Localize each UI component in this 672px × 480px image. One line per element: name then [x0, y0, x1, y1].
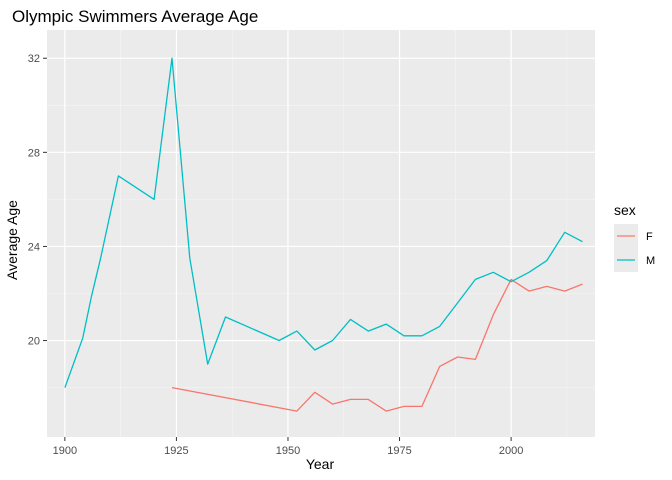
major-gridlines [47, 30, 595, 437]
x-tick-label: 1925 [164, 445, 188, 457]
y-tick-label: 28 [28, 147, 40, 159]
x-tick-label: 2000 [499, 445, 523, 457]
legend-label-F: F [646, 231, 653, 243]
x-tick-label: 1900 [53, 445, 77, 457]
x-axis-title: Year [306, 456, 335, 472]
y-tick-label: 20 [28, 336, 40, 348]
y-tick-label: 32 [28, 53, 40, 65]
series-line-M [64, 57, 583, 388]
series-lines [64, 57, 583, 412]
y-tick-label: 24 [28, 241, 40, 253]
series-line-F [171, 278, 583, 412]
x-axis: 1900 1925 1950 1975 2000 [53, 437, 523, 457]
y-axis: 20 24 28 32 [28, 53, 47, 348]
x-tick-label: 1950 [276, 445, 300, 457]
x-tick-label: 1975 [387, 445, 411, 457]
y-axis-title: Average Age [4, 200, 20, 280]
legend: sex FM [614, 202, 655, 272]
legend-title: sex [614, 202, 636, 218]
legend-label-M: M [646, 255, 655, 267]
plot-panel [47, 30, 595, 437]
chart-title: Olympic Swimmers Average Age [12, 7, 258, 26]
